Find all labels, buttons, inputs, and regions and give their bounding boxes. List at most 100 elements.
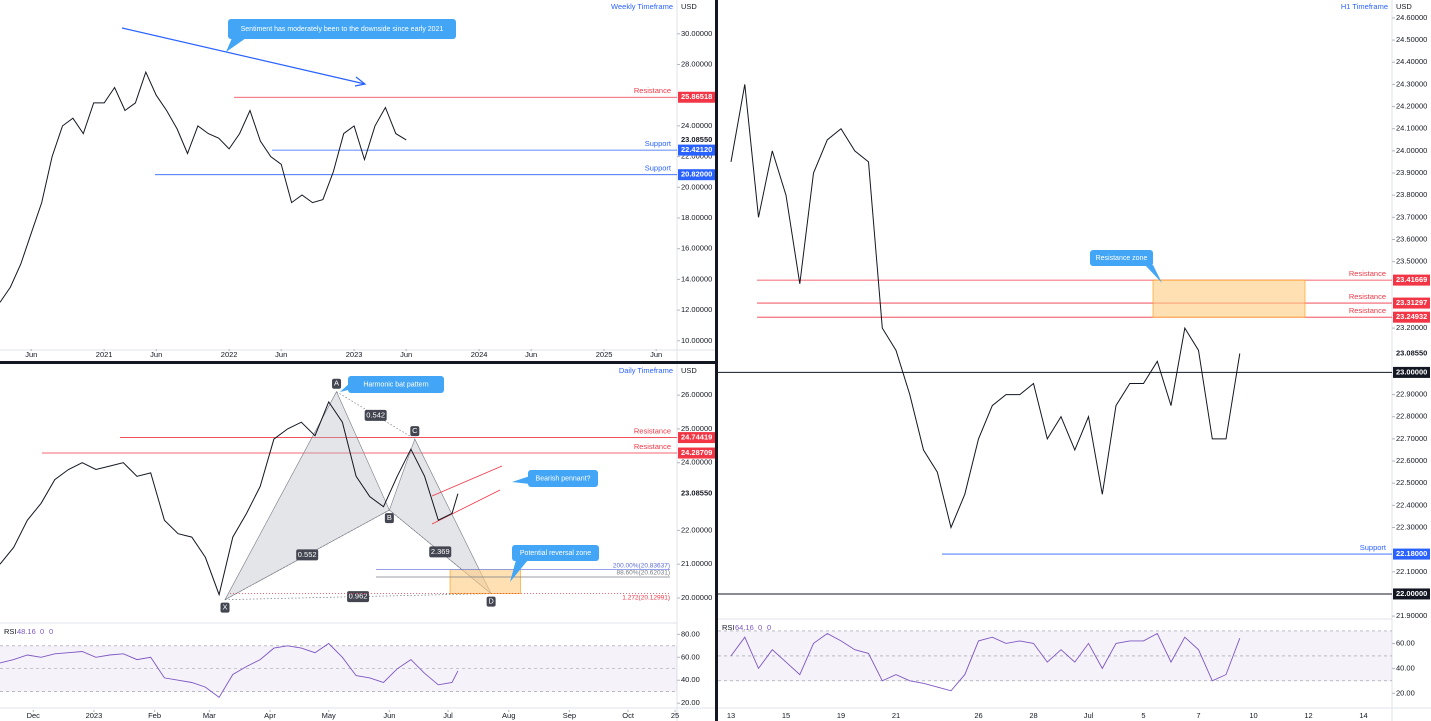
x-tick-label: 5 bbox=[1141, 711, 1145, 720]
callout-box bbox=[528, 470, 598, 487]
y-tick-label: 21.00000 bbox=[681, 559, 712, 568]
x-tick-label: Jun bbox=[400, 350, 412, 359]
price-label-box bbox=[678, 432, 715, 444]
callout-text: Potential reversal zone bbox=[520, 550, 591, 557]
x-tick-label: 2024 bbox=[471, 350, 488, 359]
trend-arrow-head bbox=[354, 76, 367, 87]
rsi-param: 0 bbox=[767, 623, 771, 632]
x-tick-label: 14 bbox=[1359, 711, 1367, 720]
callout-text: Bearish pennant? bbox=[536, 475, 591, 482]
x-tick-label: 25 bbox=[671, 711, 679, 720]
y-tick-label: 14.00000 bbox=[681, 274, 712, 283]
x-tick-label: 2023 bbox=[346, 350, 363, 359]
pane-separator bbox=[715, 0, 718, 721]
callout-text: Sentiment has moderately been to the dow… bbox=[241, 26, 444, 33]
x-tick-label: 21 bbox=[892, 711, 900, 720]
y-tick-label: 22.10000 bbox=[1396, 567, 1427, 576]
axis-unit: USD bbox=[681, 2, 697, 11]
x-tick-label: Aug bbox=[502, 711, 515, 720]
x-tick-label: Mar bbox=[203, 711, 216, 720]
ratio-box bbox=[364, 409, 387, 421]
pennant-line bbox=[431, 489, 501, 525]
level-name: Resistance bbox=[1349, 306, 1386, 315]
y-tick-label: 24.00000 bbox=[681, 458, 712, 467]
resistance-zone bbox=[1152, 279, 1306, 318]
x-tick-label: Dec bbox=[27, 711, 41, 720]
axis-unit: USD bbox=[681, 366, 697, 375]
timeframe-title: H1 Timeframe bbox=[1341, 2, 1388, 11]
price-label: 24.28709 bbox=[681, 448, 712, 457]
y-tick-label: 24.60000 bbox=[1396, 13, 1427, 22]
price-label-box bbox=[678, 169, 715, 181]
level-name: Resistance bbox=[1349, 292, 1386, 301]
rsi-tick-label: 20.00 bbox=[681, 698, 700, 707]
x-tick-label: 15 bbox=[782, 711, 790, 720]
pattern-point bbox=[220, 602, 230, 613]
price-label: 23.41669 bbox=[1396, 275, 1427, 284]
x-tick-label: Jul bbox=[443, 711, 453, 720]
x-tick-label: 26 bbox=[974, 711, 982, 720]
x-tick-label: Oct bbox=[622, 711, 635, 720]
callout-box bbox=[348, 376, 444, 393]
y-tick-label: 18.00000 bbox=[681, 213, 712, 222]
y-tick-label: 23.50000 bbox=[1396, 257, 1427, 266]
x-tick-label: Jun bbox=[383, 711, 395, 720]
zone-level-label: 88.60%(20.62031) bbox=[617, 570, 671, 577]
pattern-point bbox=[410, 426, 420, 437]
y-tick-label: 25.00000 bbox=[681, 424, 712, 433]
x-tick-label: 19 bbox=[837, 711, 845, 720]
price-label-box bbox=[1393, 311, 1430, 323]
rsi-line bbox=[0, 642, 459, 699]
x-tick-label: 2025 bbox=[596, 350, 613, 359]
rsi-title: RSI bbox=[4, 627, 17, 636]
y-tick-label: 23.20000 bbox=[1396, 323, 1427, 332]
price-line bbox=[0, 400, 459, 597]
pattern-point-label: X bbox=[223, 603, 228, 612]
ratio-box bbox=[347, 591, 370, 603]
pennant-line bbox=[431, 465, 503, 497]
y-tick-label: 10.00000 bbox=[681, 336, 712, 345]
y-tick-label: 23.60000 bbox=[1396, 234, 1427, 243]
x-tick-label: Jun bbox=[650, 350, 662, 359]
timeframe-title: Daily Timeframe bbox=[619, 366, 673, 375]
y-tick-label: 24.40000 bbox=[1396, 57, 1427, 66]
rsi-param: 0 bbox=[40, 627, 44, 636]
rsi-title: RSI bbox=[722, 623, 735, 632]
callout-box bbox=[512, 545, 599, 561]
y-tick-label: 21.90000 bbox=[1396, 611, 1427, 620]
level-name: Resistance bbox=[634, 86, 671, 95]
rsi-tick-label: 40.00 bbox=[1396, 663, 1415, 672]
x-tick-label: 10 bbox=[1249, 711, 1257, 720]
x-tick-label: Jun bbox=[275, 350, 287, 359]
y-tick-label: 23.90000 bbox=[1396, 168, 1427, 177]
x-tick-label: May bbox=[322, 711, 336, 720]
x-tick-label: Jul bbox=[1084, 711, 1094, 720]
rsi-param: 0 bbox=[49, 627, 53, 636]
y-tick-label: 22.40000 bbox=[1396, 500, 1427, 509]
callout-tail bbox=[510, 560, 528, 582]
y-tick-label: 22.30000 bbox=[1396, 522, 1427, 531]
pattern-point bbox=[332, 378, 342, 389]
x-tick-label: Jun bbox=[150, 350, 162, 359]
level-name: Resistance bbox=[634, 442, 671, 451]
callout-box bbox=[1090, 250, 1153, 266]
y-tick-label: 20.00000 bbox=[681, 182, 712, 191]
price-label-box bbox=[1393, 274, 1430, 286]
ratio-label: 0.962 bbox=[349, 592, 368, 601]
price-label-box bbox=[678, 144, 715, 156]
y-tick-label: 24.20000 bbox=[1396, 102, 1427, 111]
pattern-point-label: C bbox=[412, 426, 418, 435]
rsi-tick-label: 60.00 bbox=[681, 652, 700, 661]
price-label-box bbox=[1393, 548, 1430, 560]
y-tick-label: 16.00000 bbox=[681, 244, 712, 253]
ratio-label: 0.542 bbox=[366, 410, 385, 419]
rsi-tick-label: 20.00 bbox=[1396, 688, 1415, 697]
callout-box bbox=[228, 19, 456, 39]
last-price: 23.08550 bbox=[1396, 348, 1427, 357]
callout-tail bbox=[512, 476, 530, 484]
pattern-point-label: D bbox=[488, 597, 494, 606]
y-tick-label: 22.50000 bbox=[1396, 478, 1427, 487]
price-label-box bbox=[1393, 297, 1430, 309]
